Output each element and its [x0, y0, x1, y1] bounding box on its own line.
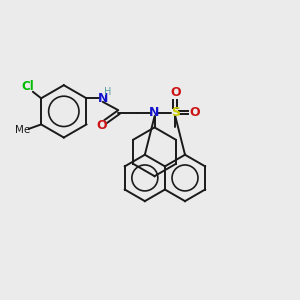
Text: S: S — [171, 106, 180, 119]
Text: N: N — [98, 92, 108, 105]
Text: O: O — [190, 106, 200, 119]
Text: O: O — [96, 119, 107, 132]
Text: Me: Me — [14, 125, 30, 135]
Text: O: O — [170, 86, 181, 99]
Text: H: H — [104, 87, 112, 97]
Text: N: N — [149, 106, 160, 119]
Text: Cl: Cl — [21, 80, 34, 94]
